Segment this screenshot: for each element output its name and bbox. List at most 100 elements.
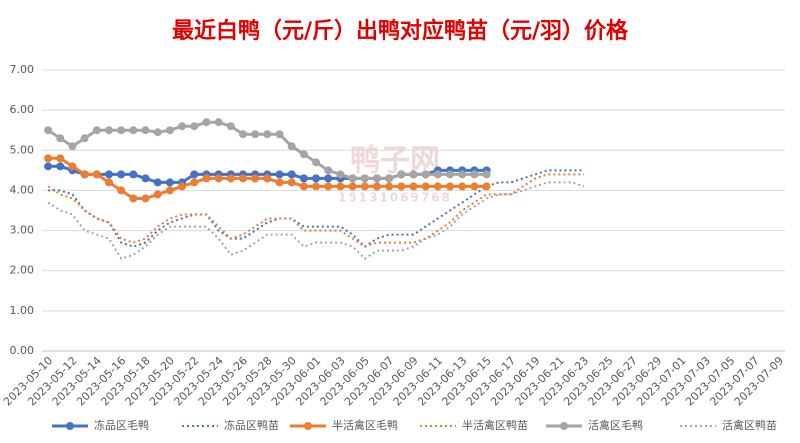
point — [153, 128, 162, 137]
point — [190, 122, 199, 131]
point — [56, 162, 65, 171]
point — [482, 170, 491, 179]
point — [287, 178, 296, 187]
legend-label: 半活禽区毛鸭 — [332, 418, 398, 432]
point — [287, 170, 296, 179]
point — [275, 178, 284, 187]
point — [446, 170, 455, 179]
point — [360, 182, 369, 191]
point — [287, 142, 296, 151]
y-tick-label: 2.00 — [10, 264, 35, 277]
legend-label: 半活禽区鸭苗 — [462, 418, 528, 432]
point — [226, 174, 235, 183]
point — [68, 142, 77, 151]
y-tick-label: 7.00 — [10, 63, 35, 76]
point — [482, 182, 491, 191]
point — [299, 150, 308, 159]
point — [299, 174, 308, 183]
point — [129, 194, 138, 203]
point — [251, 130, 260, 139]
point — [190, 170, 199, 179]
point — [470, 182, 479, 191]
point — [226, 122, 235, 131]
point — [153, 178, 162, 187]
point — [56, 154, 65, 163]
point — [446, 182, 455, 191]
point — [190, 178, 199, 187]
point — [56, 134, 65, 143]
point — [421, 170, 430, 179]
legend-label: 活禽区鸭苗 — [722, 418, 777, 432]
series-line — [47, 181, 585, 260]
point — [117, 170, 126, 179]
chart-title: 最近白鸭（元/斤）出鸭对应鸭苗（元/羽）价格 — [172, 18, 629, 44]
point — [178, 122, 187, 131]
point — [165, 178, 174, 187]
point — [214, 118, 223, 127]
point — [92, 170, 101, 179]
point — [397, 170, 406, 179]
point — [202, 174, 211, 183]
point — [44, 126, 53, 135]
point — [238, 130, 247, 139]
point — [44, 162, 53, 171]
point — [372, 174, 381, 183]
y-tick-label: 0.00 — [10, 344, 35, 357]
point — [202, 118, 211, 127]
point — [178, 182, 187, 191]
point — [312, 158, 321, 167]
point — [104, 126, 113, 135]
y-tick-label: 4.00 — [10, 183, 35, 196]
point — [141, 194, 150, 203]
legend-label: 冻品区鸭苗 — [224, 418, 279, 432]
point — [348, 182, 357, 191]
point — [251, 174, 260, 183]
point — [117, 186, 126, 195]
series-line — [47, 173, 584, 248]
legend-marker — [304, 422, 312, 430]
point — [336, 170, 345, 179]
point — [153, 190, 162, 199]
point — [141, 174, 150, 183]
point — [129, 126, 138, 135]
y-tick-label: 3.00 — [10, 224, 35, 237]
legend-label: 冻品区毛鸭 — [94, 418, 149, 432]
legend-label: 活禽区毛鸭 — [588, 418, 643, 432]
point — [397, 182, 406, 191]
point — [324, 174, 333, 183]
point — [348, 174, 357, 183]
point — [238, 174, 247, 183]
point — [458, 182, 467, 191]
point — [385, 174, 394, 183]
point — [214, 174, 223, 183]
legend-marker — [66, 422, 74, 430]
point — [312, 182, 321, 191]
point — [458, 170, 467, 179]
point — [141, 126, 150, 135]
point — [80, 134, 89, 143]
point — [372, 182, 381, 191]
point — [263, 174, 272, 183]
point — [104, 170, 113, 179]
point — [263, 130, 272, 139]
point — [92, 126, 101, 135]
point — [68, 162, 77, 171]
point — [336, 182, 345, 191]
point — [433, 170, 442, 179]
point — [385, 182, 394, 191]
point — [470, 170, 479, 179]
y-tick-label: 6.00 — [10, 103, 35, 116]
point — [80, 170, 89, 179]
point — [360, 174, 369, 183]
point — [104, 178, 113, 187]
y-tick-label: 1.00 — [10, 304, 35, 317]
point — [409, 170, 418, 179]
point — [44, 154, 53, 163]
legend-marker — [560, 422, 568, 430]
point — [324, 166, 333, 175]
y-tick-label: 5.00 — [10, 143, 35, 156]
point — [324, 182, 333, 191]
point — [299, 182, 308, 191]
point — [275, 130, 284, 139]
